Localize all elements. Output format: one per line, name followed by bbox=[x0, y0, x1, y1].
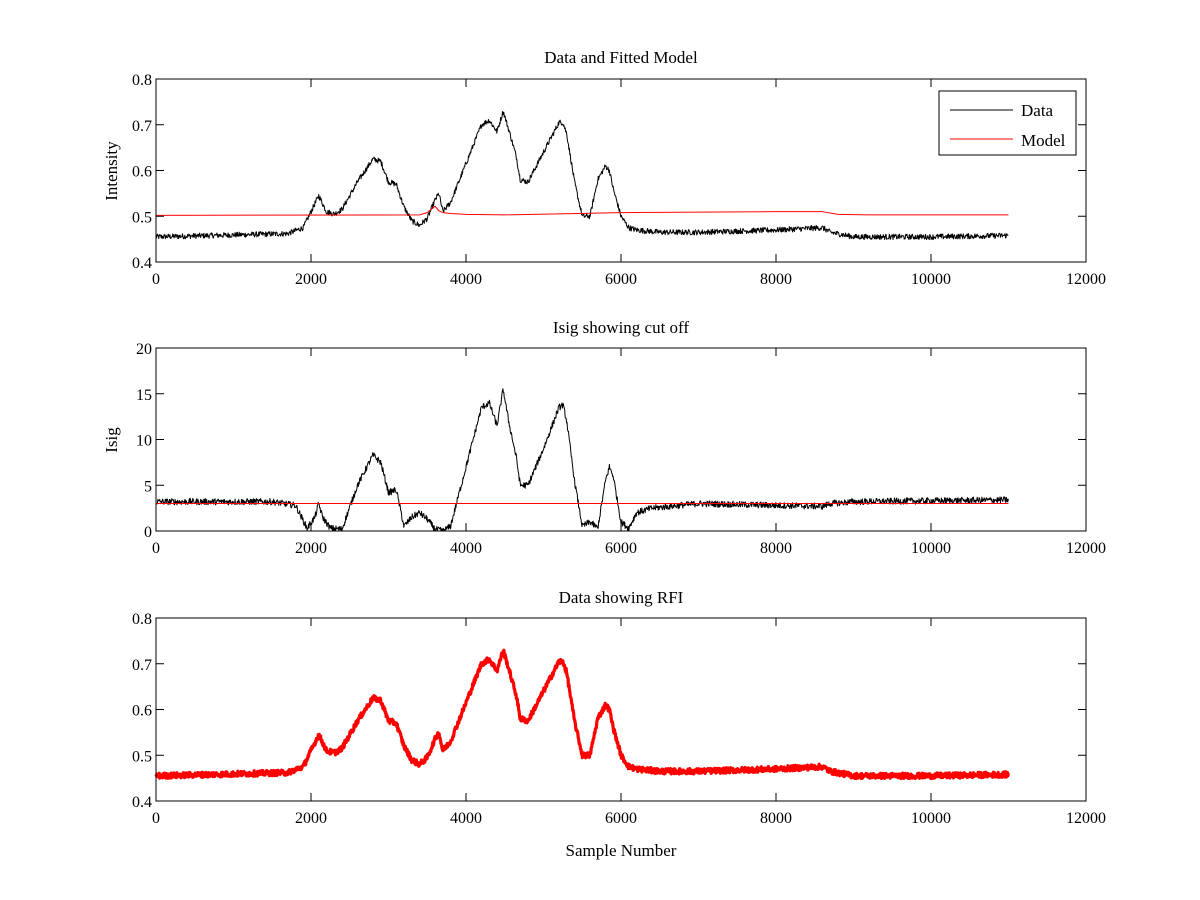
x-tick-label: 2000 bbox=[295, 810, 327, 827]
y-tick-label: 0.7 bbox=[132, 657, 152, 674]
panel3-xlabel: Sample Number bbox=[566, 841, 677, 860]
panel-data-rfi: Data showing RFI 0 2000 4000 6000 8000 10000 1… bbox=[132, 588, 1106, 860]
y-tick-label: 0 bbox=[144, 524, 152, 541]
panel2-ticks: 0 2000 4000 6000 8000 10000 12000 0 5 10 15 20 bbox=[136, 341, 1106, 557]
x-tick-label: 2000 bbox=[295, 540, 327, 557]
series-line-data bbox=[155, 111, 1009, 241]
y-tick-label: 0.4 bbox=[132, 794, 152, 811]
y-tick-label: 10 bbox=[136, 433, 152, 450]
series-line-s0 bbox=[155, 388, 1009, 532]
x-tick-label: 8000 bbox=[760, 810, 792, 827]
x-tick-label: 12000 bbox=[1066, 810, 1106, 827]
y-tick-label: 5 bbox=[144, 478, 152, 495]
x-tick-label: 4000 bbox=[450, 540, 482, 557]
y-tick-label: 0.8 bbox=[132, 72, 152, 89]
x-tick-label: 8000 bbox=[760, 271, 792, 288]
x-tick-label: 0 bbox=[152, 810, 160, 827]
panel3-ticks: 0 2000 4000 6000 8000 10000 12000 0.4 0.5 0.6 0.7 0… bbox=[132, 611, 1106, 827]
y-tick-label: 0.6 bbox=[132, 164, 152, 181]
panel-isig-cutoff: Isig showing cut off Isig 0 2000 4000 6000 8… bbox=[102, 318, 1106, 557]
x-tick-label: 4000 bbox=[450, 271, 482, 288]
y-tick-label: 20 bbox=[136, 341, 152, 358]
y-tick-label: 0.5 bbox=[132, 748, 152, 765]
x-tick-label: 0 bbox=[152, 271, 160, 288]
panel1-ylabel: Intensity bbox=[102, 141, 121, 201]
panel3-series-group bbox=[154, 648, 1010, 781]
x-tick-label: 10000 bbox=[911, 810, 951, 827]
y-tick-label: 0.5 bbox=[132, 209, 152, 226]
panel1-title: Data and Fitted Model bbox=[544, 48, 698, 67]
x-tick-label: 6000 bbox=[605, 810, 637, 827]
x-tick-label: 0 bbox=[152, 540, 160, 557]
y-tick-label: 0.7 bbox=[132, 118, 152, 135]
series-line-s0 bbox=[154, 648, 1010, 781]
panel2-ylabel: Isig bbox=[102, 427, 121, 453]
series-line-model bbox=[155, 205, 1009, 216]
legend-box bbox=[938, 90, 1077, 156]
y-tick-label: 0.4 bbox=[132, 255, 152, 272]
x-tick-label: 6000 bbox=[605, 540, 637, 557]
x-tick-label: 10000 bbox=[911, 540, 951, 557]
x-tick-label: 12000 bbox=[1066, 271, 1106, 288]
legend-data-label: Data bbox=[1021, 101, 1054, 120]
panel3-title: Data showing RFI bbox=[559, 588, 684, 607]
panel1-ticks: 0 2000 4000 6000 8000 10000 12000 0.4 0.5 0.6 0.7 0… bbox=[132, 72, 1106, 288]
panel1-series-group bbox=[155, 111, 1009, 241]
legend: Data Model bbox=[938, 90, 1077, 156]
legend-model-label: Model bbox=[1021, 131, 1066, 150]
x-tick-label: 2000 bbox=[295, 271, 327, 288]
x-tick-label: 8000 bbox=[760, 540, 792, 557]
panel2-title: Isig showing cut off bbox=[553, 318, 689, 337]
y-tick-label: 15 bbox=[136, 387, 152, 404]
y-tick-label: 0.6 bbox=[132, 703, 152, 720]
panel2-series-group bbox=[155, 388, 1009, 532]
panel-data-fitted-model: Data and Fitted Model Intensity 0 2000 400… bbox=[102, 48, 1106, 288]
y-tick-label: 0.8 bbox=[132, 611, 152, 628]
x-tick-label: 6000 bbox=[605, 271, 637, 288]
x-tick-label: 4000 bbox=[450, 810, 482, 827]
x-tick-label: 12000 bbox=[1066, 540, 1106, 557]
x-tick-label: 10000 bbox=[911, 271, 951, 288]
